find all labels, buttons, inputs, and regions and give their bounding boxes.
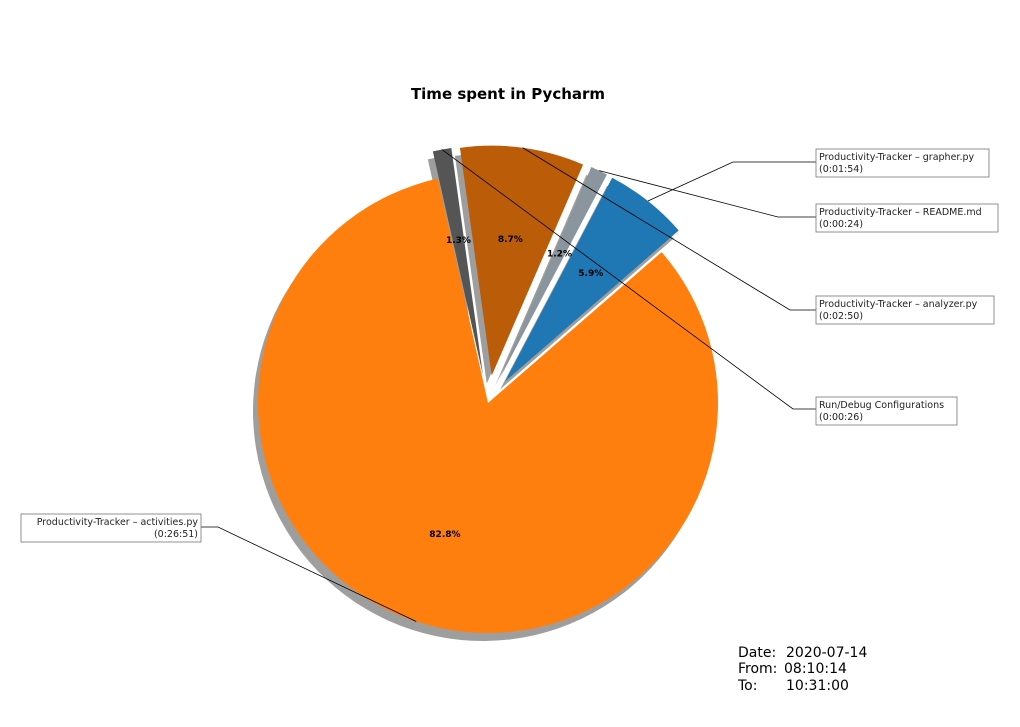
leader-line [201,526,417,622]
annotation-label: Productivity-Tracker – activities.py [37,517,199,528]
annotation-time: (0:26:51) [154,529,198,540]
annotation-box [815,203,999,233]
leader-line [522,147,816,311]
annotation-label: Productivity-Tracker – analyzer.py [819,299,978,310]
annotation-time: (0:00:26) [819,412,863,423]
to-label: To: [737,678,757,694]
slice-percent-label: 5.9% [578,269,603,279]
pie-slice [505,177,679,382]
pie-slice [432,148,484,376]
leader-line [647,161,816,202]
from-label: From: [738,661,777,677]
time-info: Date: 2020-07-14 From: 08:10:14 To: 10:3… [737,645,867,694]
annotation-label: Run/Debug Configurations [819,400,944,411]
slice-percent-label: 1.2% [547,250,572,260]
slice-percent-label: 1.3% [446,236,471,246]
from-value: 08:10:14 [784,661,847,677]
slice-percent-label: 8.7% [498,235,523,245]
annotation-time: (0:01:54) [819,164,863,175]
slice-annotations: Productivity-Tracker – grapher.py(0:01:5… [20,147,999,622]
leader-line [599,170,816,218]
pie-slice [459,145,584,376]
chart-title: Time spent in Pycharm [411,85,605,103]
annotation-time: (0:00:24) [819,219,863,230]
annotation-label: Productivity-Tracker – grapher.py [819,152,975,163]
annotation-box [20,513,202,543]
annotation-time: (0:02:50) [819,311,863,322]
annotation-box [815,148,990,178]
slice-percent-label: 82.8% [429,530,460,540]
pie-slices [257,145,718,633]
percent-labels: 5.9% 1.2% 8.7% 1.3% 82.8% [429,235,603,540]
pie-slice [499,167,607,379]
to-value: 10:31:00 [786,678,849,694]
annotation-label: Productivity-Tracker – README.md [819,207,982,218]
leader-line [441,149,816,410]
date-value: 2020-07-14 [786,645,867,661]
annotation-box [815,396,958,426]
annotation-box [815,295,995,325]
pie-slice [257,178,718,633]
date-label: Date: [738,645,776,661]
